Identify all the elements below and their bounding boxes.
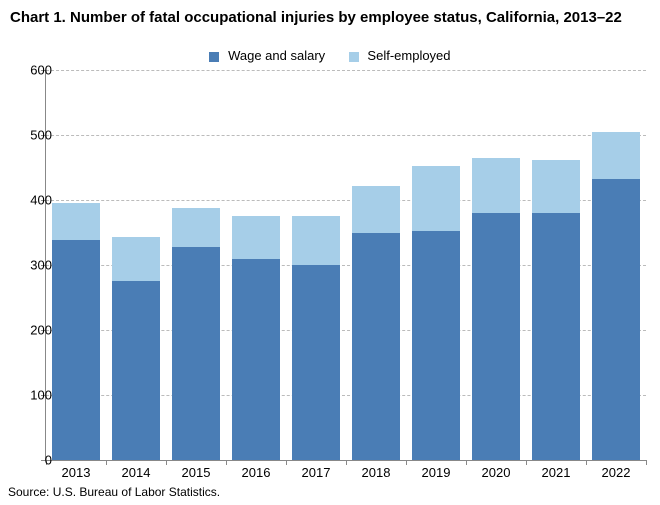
- bar-segment: [352, 233, 400, 461]
- bar-segment: [412, 166, 460, 231]
- bar-group: [112, 237, 160, 460]
- x-axis-label: 2018: [346, 465, 406, 480]
- x-axis-label: 2016: [226, 465, 286, 480]
- bar-group: [172, 208, 220, 460]
- bar-group: [292, 216, 340, 460]
- source-text: Source: U.S. Bureau of Labor Statistics.: [8, 485, 220, 499]
- bar-segment: [52, 203, 100, 241]
- y-axis-label: 600: [12, 63, 52, 78]
- x-axis-label: 2019: [406, 465, 466, 480]
- legend-item-wage: Wage and salary: [209, 48, 325, 63]
- legend: Wage and salary Self-employed: [0, 48, 660, 63]
- bar-group: [592, 132, 640, 460]
- bar-segment: [592, 179, 640, 460]
- bar-segment: [292, 265, 340, 460]
- gridline: [46, 135, 646, 136]
- bar-segment: [532, 160, 580, 213]
- bar-segment: [412, 231, 460, 460]
- x-tick: [646, 460, 647, 465]
- chart-title: Chart 1. Number of fatal occupational in…: [10, 8, 650, 28]
- bar-segment: [112, 237, 160, 281]
- y-axis-label: 500: [12, 128, 52, 143]
- y-axis-label: 300: [12, 258, 52, 273]
- plot-area: 2013201420152016201720182019202020212022: [45, 70, 646, 461]
- y-axis-label: 400: [12, 193, 52, 208]
- y-axis-label: 0: [12, 453, 52, 468]
- legend-label-self: Self-employed: [367, 48, 450, 63]
- bar-group: [352, 186, 400, 460]
- x-axis-label: 2022: [586, 465, 646, 480]
- bar-segment: [472, 158, 520, 213]
- x-axis-label: 2015: [166, 465, 226, 480]
- bar-segment: [52, 240, 100, 460]
- gridline: [46, 70, 646, 71]
- legend-label-wage: Wage and salary: [228, 48, 325, 63]
- bar-segment: [172, 247, 220, 460]
- bar-segment: [232, 216, 280, 259]
- bar-segment: [352, 186, 400, 233]
- x-axis-label: 2014: [106, 465, 166, 480]
- bar-segment: [292, 216, 340, 265]
- bar-group: [532, 160, 580, 460]
- legend-swatch-self: [349, 52, 359, 62]
- y-axis-label: 100: [12, 388, 52, 403]
- bar-segment: [112, 281, 160, 460]
- bar-group: [232, 216, 280, 460]
- bar-group: [472, 158, 520, 460]
- bar-group: [52, 203, 100, 460]
- x-axis-label: 2020: [466, 465, 526, 480]
- legend-item-self: Self-employed: [349, 48, 451, 63]
- legend-swatch-wage: [209, 52, 219, 62]
- bar-segment: [532, 213, 580, 460]
- bar-segment: [472, 213, 520, 460]
- bar-segment: [592, 132, 640, 179]
- x-axis-label: 2013: [46, 465, 106, 480]
- chart-container: Chart 1. Number of fatal occupational in…: [0, 0, 660, 505]
- bar-segment: [172, 208, 220, 247]
- x-axis-label: 2017: [286, 465, 346, 480]
- y-axis-label: 200: [12, 323, 52, 338]
- x-axis-label: 2021: [526, 465, 586, 480]
- bar-group: [412, 166, 460, 460]
- bar-segment: [232, 259, 280, 461]
